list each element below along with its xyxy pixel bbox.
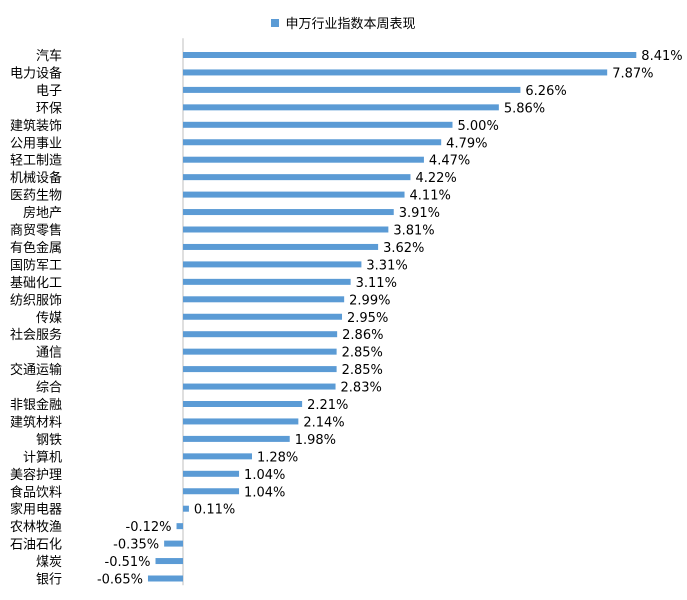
bar bbox=[155, 558, 183, 565]
data-label: 1.28% bbox=[257, 450, 298, 465]
data-label: -0.12% bbox=[126, 520, 172, 535]
data-label: 4.11% bbox=[410, 189, 451, 204]
bar bbox=[183, 348, 337, 355]
category-label: 食品饮料 bbox=[10, 484, 62, 500]
bar bbox=[147, 575, 183, 582]
bar bbox=[183, 52, 637, 58]
bar bbox=[183, 453, 252, 460]
bar bbox=[183, 174, 411, 181]
data-label: -0.65% bbox=[97, 573, 143, 588]
data-label: 1.04% bbox=[244, 468, 285, 483]
bar bbox=[183, 366, 337, 373]
bar bbox=[183, 69, 608, 76]
category-label: 基础化工 bbox=[10, 276, 62, 291]
category-label: 建筑材料 bbox=[10, 414, 62, 430]
category-label: 社会服务 bbox=[10, 327, 62, 343]
category-label: 电力设备 bbox=[10, 65, 62, 81]
category-label: 有色金属 bbox=[10, 240, 62, 256]
category-label: 医药生物 bbox=[10, 189, 62, 204]
bar bbox=[183, 156, 424, 163]
bar bbox=[183, 435, 290, 442]
category-label: 房地产 bbox=[23, 205, 62, 221]
bar bbox=[183, 401, 303, 407]
bar bbox=[183, 418, 299, 425]
data-label: 3.81% bbox=[393, 224, 434, 239]
bar bbox=[183, 209, 394, 216]
data-label: 2.99% bbox=[349, 293, 390, 308]
category-label: 美容护理 bbox=[10, 467, 62, 483]
data-label: -0.51% bbox=[105, 555, 151, 570]
category-label: 石油石化 bbox=[10, 538, 62, 553]
bar bbox=[183, 121, 453, 128]
category-label: 商贸零售 bbox=[10, 223, 62, 239]
bar bbox=[176, 523, 183, 530]
category-label: 煤炭 bbox=[36, 555, 62, 570]
bar bbox=[183, 331, 338, 338]
bar bbox=[183, 383, 336, 390]
bar bbox=[183, 505, 189, 512]
category-label: 综合 bbox=[36, 381, 62, 396]
category-label: 汽车 bbox=[36, 48, 62, 64]
category-label: 国防军工 bbox=[10, 257, 62, 273]
data-label: 5.86% bbox=[504, 101, 545, 116]
category-label: 钢铁 bbox=[36, 433, 62, 448]
category-label: 通信 bbox=[36, 346, 62, 361]
data-label: 6.26% bbox=[525, 84, 566, 99]
data-label: 2.95% bbox=[347, 311, 388, 326]
category-label: 家用电器 bbox=[10, 502, 62, 518]
data-label: 7.87% bbox=[612, 66, 653, 81]
data-label: 5.00% bbox=[458, 119, 499, 134]
data-label: -0.35% bbox=[113, 538, 159, 553]
data-label: 2.83% bbox=[341, 381, 382, 396]
data-label: 4.22% bbox=[415, 171, 456, 186]
data-label: 3.62% bbox=[383, 241, 424, 256]
category-label: 建筑装饰 bbox=[10, 118, 62, 134]
category-label: 电子 bbox=[36, 84, 62, 99]
chart-legend: 申万行业指数本周表现 bbox=[0, 13, 687, 32]
bar bbox=[183, 139, 442, 146]
category-label: 纺织服饰 bbox=[10, 293, 62, 308]
category-label: 计算机 bbox=[23, 450, 62, 465]
category-label: 轻工制造 bbox=[10, 154, 62, 169]
legend-label: 申万行业指数本周表现 bbox=[285, 17, 416, 32]
bar bbox=[164, 540, 183, 547]
bar bbox=[183, 313, 343, 320]
data-label: 4.47% bbox=[429, 154, 470, 169]
data-label: 2.86% bbox=[342, 328, 383, 343]
bar bbox=[183, 226, 389, 233]
bar bbox=[183, 104, 499, 111]
data-label: 0.11% bbox=[194, 503, 235, 518]
bar bbox=[183, 470, 240, 477]
category-label: 农林牧渔 bbox=[10, 520, 62, 535]
category-label: 交通运输 bbox=[10, 362, 62, 378]
data-label: 1.98% bbox=[295, 433, 336, 448]
category-label: 环保 bbox=[36, 101, 62, 116]
data-label: 1.04% bbox=[244, 485, 285, 500]
bar bbox=[183, 86, 521, 93]
category-label: 公用事业 bbox=[10, 136, 62, 151]
category-label: 机械设备 bbox=[10, 170, 62, 186]
data-label: 4.79% bbox=[446, 136, 487, 151]
data-label: 2.14% bbox=[303, 415, 344, 430]
data-label: 8.41% bbox=[641, 49, 682, 64]
data-label: 3.31% bbox=[366, 258, 407, 273]
category-label: 非银金融 bbox=[10, 397, 62, 413]
data-label: 2.21% bbox=[307, 398, 348, 413]
bar bbox=[183, 261, 362, 268]
data-label: 2.85% bbox=[342, 363, 383, 378]
data-label: 2.85% bbox=[342, 346, 383, 361]
bar bbox=[183, 296, 345, 303]
bar bbox=[183, 191, 405, 198]
legend-swatch bbox=[271, 18, 280, 27]
bar bbox=[183, 488, 240, 495]
category-label: 传媒 bbox=[36, 311, 62, 326]
category-label: 银行 bbox=[36, 573, 62, 588]
data-label: 3.11% bbox=[356, 276, 397, 291]
bar bbox=[183, 243, 379, 250]
data-label: 3.91% bbox=[399, 206, 440, 221]
bar bbox=[183, 278, 351, 285]
